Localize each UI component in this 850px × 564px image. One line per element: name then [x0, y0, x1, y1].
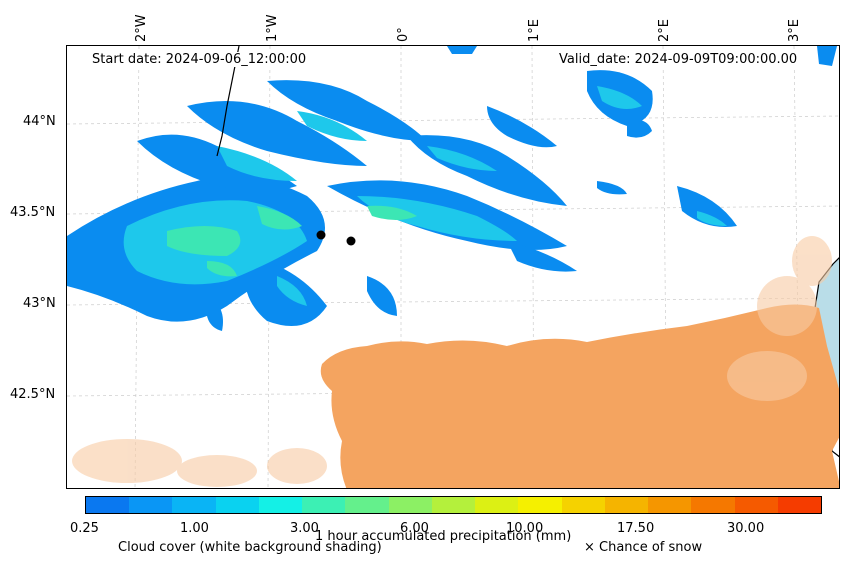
cloud-cover-light: [72, 236, 832, 487]
lat-label-43-5: 43.5°N: [10, 205, 56, 220]
colorbar-segment: [172, 497, 216, 513]
lon-label-1w: 1°W: [265, 14, 280, 42]
border-line: [216, 46, 240, 157]
colorbar-segment: [258, 497, 303, 513]
colorbar-tick-5: 17.50: [617, 521, 655, 536]
colorbar: [85, 496, 822, 514]
colorbar-segment: [518, 497, 562, 513]
colorbar-tick-1: 1.00: [180, 521, 209, 536]
map-panel: Start date: 2024-09-06_12:00:00 Valid_da…: [66, 45, 840, 489]
colorbar-tick-4: 10.00: [506, 521, 544, 536]
lon-label-1e: 1°E: [527, 19, 542, 42]
colorbar-segment: [648, 497, 692, 513]
start-date-label: Start date: 2024-09-06_12:00:00: [92, 52, 307, 67]
cloud-cover-legend: Cloud cover (white background shading): [118, 540, 382, 555]
colorbar-segment: [734, 497, 778, 513]
valid-date-label: Valid_date: 2024-09-09T09:00:00.00: [559, 52, 798, 67]
precip-bands: [67, 46, 837, 331]
colorbar-segment: [604, 497, 649, 513]
lon-label-2e: 2°E: [657, 19, 672, 42]
colorbar-segment: [691, 497, 735, 513]
lon-label-3e: 3°E: [787, 19, 802, 42]
lon-label-0: 0°: [396, 27, 411, 42]
city-point: [316, 230, 326, 240]
lat-label-43: 43°N: [23, 296, 56, 311]
colorbar-segment: [388, 497, 432, 513]
colorbar-segment: [561, 497, 605, 513]
lat-label-44: 44°N: [23, 114, 56, 129]
colorbar-segment: [302, 497, 346, 513]
colorbar-segment: [215, 497, 259, 513]
colorbar-tick-0: 0.25: [70, 521, 99, 536]
colorbar-segment: [129, 497, 173, 513]
colorbar-segment: [431, 497, 476, 513]
map-canvas: [67, 46, 839, 488]
city-point: [346, 236, 356, 246]
colorbar-title: 1 hour accumulated precipitation (mm): [315, 529, 572, 544]
lon-label-2w: 2°W: [134, 14, 149, 42]
sea-area: [815, 258, 839, 394]
colorbar-tick-2: 3.00: [290, 521, 319, 536]
lat-label-42-5: 42.5°N: [10, 387, 56, 402]
colorbar-segment: [345, 497, 389, 513]
colorbar-tick-6: 30.00: [727, 521, 765, 536]
colorbar-segment: [777, 497, 821, 513]
colorbar-segment: [86, 497, 130, 513]
colorbar-segment: [475, 497, 519, 513]
snow-legend: × Chance of snow: [584, 540, 703, 555]
colorbar-tick-3: 6.00: [400, 521, 429, 536]
